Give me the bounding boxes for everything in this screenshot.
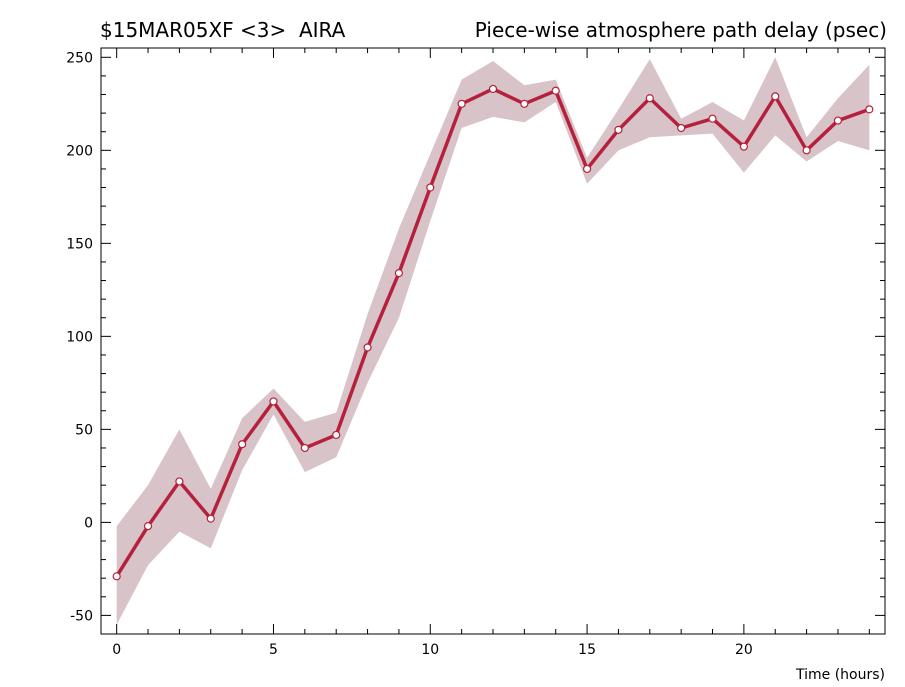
data-point <box>677 123 686 133</box>
axes-layer: 0 5 10 15 20 -50 0 50 100 150 200 250 <box>66 47 886 658</box>
y-tick-label: -50 <box>70 608 93 624</box>
chart-title-left: $15MAR05XF <3> AIRA <box>100 18 346 42</box>
error-band <box>116 57 870 625</box>
data-point <box>332 430 341 440</box>
y-tick-label: 50 <box>75 422 93 438</box>
y-tick-label: 100 <box>66 329 93 345</box>
data-point <box>300 443 309 453</box>
data-point <box>394 268 404 278</box>
data-point <box>551 86 560 95</box>
y-tick-label: 250 <box>66 50 93 66</box>
data-point <box>865 105 874 114</box>
data-point <box>143 522 153 531</box>
data-point <box>520 99 529 108</box>
data-point <box>739 142 748 151</box>
data-point <box>175 477 184 486</box>
data-point <box>363 343 372 352</box>
x-tick-label: 15 <box>578 642 596 658</box>
data-point <box>582 164 592 174</box>
data-point <box>614 125 623 134</box>
data-points-layer <box>112 84 874 581</box>
data-point <box>426 183 435 192</box>
y-tick-label: 150 <box>66 236 93 252</box>
data-point <box>238 440 247 449</box>
data-point <box>112 572 121 581</box>
error-band-layer <box>116 57 870 625</box>
x-axis-title: Time (hours) <box>795 667 885 683</box>
data-point <box>269 397 278 406</box>
data-point <box>457 99 466 108</box>
x-tick-label: 0 <box>112 642 121 658</box>
x-tick-label: 5 <box>269 642 278 658</box>
series-line <box>115 87 870 578</box>
y-tick-label: 0 <box>84 515 93 531</box>
data-point <box>488 84 498 94</box>
data-point <box>833 116 843 125</box>
data-point <box>708 114 717 123</box>
y-tick-label: 200 <box>66 143 93 159</box>
series-line-layer <box>115 87 870 578</box>
data-point <box>802 146 811 155</box>
chart-title-right: Piece-wise atmosphere path delay (psec) <box>474 18 887 42</box>
data-point <box>206 514 215 523</box>
data-point <box>771 92 780 101</box>
x-tick-label: 10 <box>421 642 439 658</box>
x-tick-label: 20 <box>735 642 753 658</box>
data-point <box>645 94 654 103</box>
